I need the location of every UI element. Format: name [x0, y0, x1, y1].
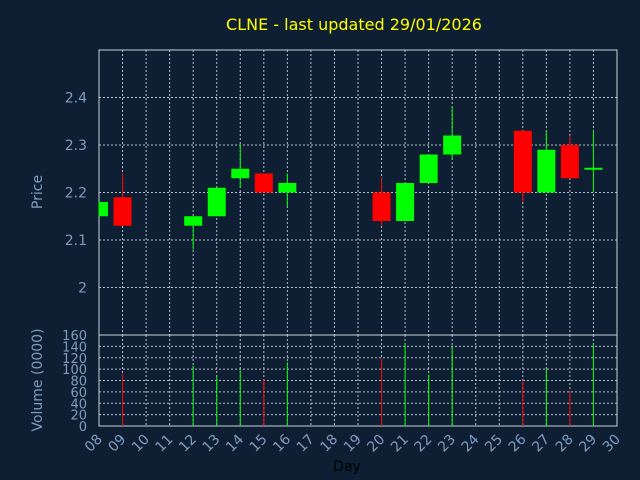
candle-body — [278, 183, 297, 193]
candle-body — [99, 202, 108, 217]
candle — [419, 154, 438, 183]
candle-body — [443, 135, 462, 155]
volume-tick-label: 100 — [62, 363, 87, 378]
volume-tick-label: 60 — [70, 386, 87, 401]
volume-frame — [98, 334, 618, 427]
candle — [560, 135, 579, 179]
volume-axis-label: Volume (0000) — [30, 328, 46, 431]
price-tick-label: 2.3 — [65, 138, 87, 154]
price-tick-label: 2.2 — [65, 186, 87, 202]
candle — [254, 173, 273, 193]
candle-body — [513, 130, 532, 193]
candle — [231, 145, 250, 188]
candle-body — [254, 173, 273, 193]
price-tick-label: 2.4 — [65, 91, 87, 107]
candle-body — [396, 183, 415, 221]
candle — [184, 216, 203, 250]
volume-tick-label: 20 — [70, 409, 87, 424]
candle — [396, 183, 415, 221]
x-axis: 08 09 10 11 12 13 14 15 16 17 18 19 20 21 22 23 24 25 26 27… — [82, 431, 624, 455]
candle-body — [113, 197, 132, 226]
candle-body — [184, 216, 203, 226]
candle — [207, 187, 226, 217]
candle — [372, 178, 391, 226]
candle-body — [231, 168, 250, 179]
volume-tick-label: 160 — [62, 329, 87, 344]
candle-body — [207, 187, 226, 217]
candle-body — [560, 145, 579, 179]
x-axis-label: Day — [333, 459, 361, 475]
volume-tick-label: 120 — [62, 352, 87, 367]
candle-body — [537, 149, 556, 193]
volume-tick-label: 40 — [70, 397, 87, 412]
price-tick-label: 2.1 — [65, 233, 87, 249]
candle-body — [419, 154, 438, 183]
price-tick-label: 2 — [78, 281, 87, 297]
candle — [513, 130, 532, 202]
candle — [278, 173, 297, 207]
candle — [537, 130, 556, 193]
price-axis-label: Price — [30, 175, 46, 209]
volume-tick-label: 0 — [79, 420, 87, 435]
volume-tick-label: 80 — [70, 375, 87, 390]
chart-title: CLNE - last updated 29/01/2026 — [226, 15, 482, 34]
volume-tick-label: 140 — [62, 340, 87, 355]
candle — [584, 130, 603, 193]
candle — [98, 202, 108, 217]
price-panel: 2 2.1 2.2 2.3 2.4 — [65, 49, 618, 336]
candle — [443, 107, 462, 160]
candle-body — [372, 192, 391, 221]
candle — [113, 173, 132, 226]
